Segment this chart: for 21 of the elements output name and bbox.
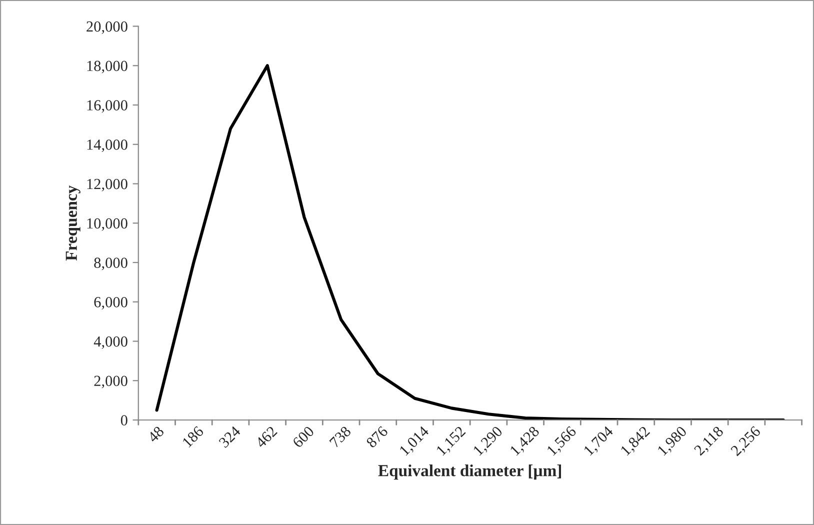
x-tick-label: 324: [218, 425, 242, 448]
y-tick-label: 6,000: [94, 297, 128, 310]
y-tick-label: 2,000: [94, 376, 128, 388]
y-axis-title: Frequency: [66, 185, 80, 261]
y-tick-label: 4,000: [94, 336, 128, 349]
x-axis-title: Equivalent diameter [µm]: [378, 464, 561, 480]
x-tick-label: 48: [147, 426, 164, 444]
y-tick-label: 10,000: [87, 218, 128, 231]
x-tick-label: 876: [366, 425, 388, 448]
y-tick-label: 20,000: [86, 21, 128, 34]
y-tick-label: 0: [120, 415, 128, 426]
line-series: [155, 64, 785, 420]
x-tick-label: 186: [182, 425, 204, 448]
y-tick-label: 12,000: [87, 178, 128, 192]
x-tick-label: 600: [292, 426, 315, 448]
y-tick-label: 18,000: [87, 60, 128, 74]
y-tick-label: 8,000: [94, 258, 128, 270]
y-tick-label: 14,000: [87, 140, 128, 152]
x-tick-label: 462: [254, 426, 278, 448]
y-tick-label: 16,000: [87, 100, 128, 113]
x-tick-label: 738: [329, 426, 352, 448]
